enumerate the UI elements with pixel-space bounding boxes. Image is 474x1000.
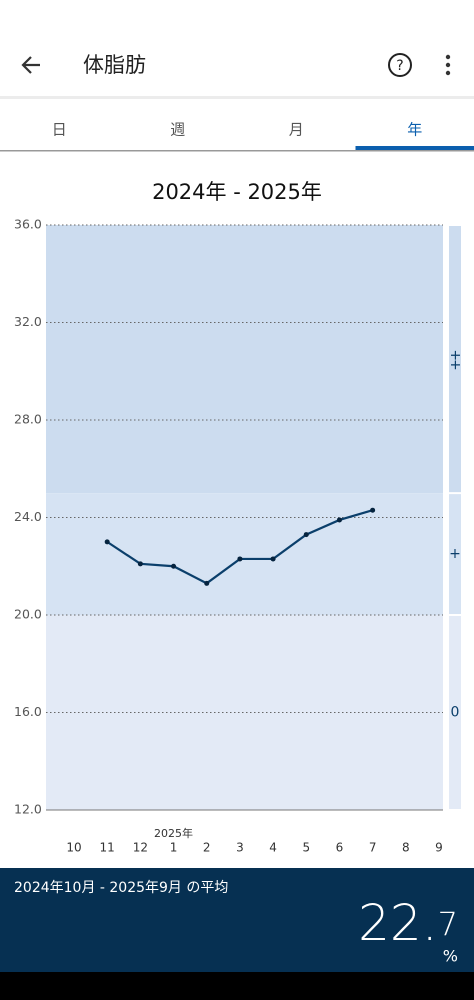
data-point: [336, 517, 342, 523]
range-band: [46, 493, 443, 615]
year-annotation: 2025年: [154, 826, 193, 840]
range-band: [46, 225, 443, 494]
x-tick-label: 1: [170, 841, 178, 855]
tab[interactable]: 週: [170, 121, 185, 139]
more-button[interactable]: [445, 54, 451, 76]
app-bar-shadow: [0, 96, 474, 99]
x-tick-label: 4: [269, 841, 277, 855]
range-label: +: [449, 546, 461, 562]
page-title: 体脂肪: [83, 53, 146, 77]
x-tick-label: 2: [203, 841, 211, 855]
average-unit: %: [443, 947, 458, 966]
data-point: [270, 556, 276, 562]
range-label: 0: [451, 705, 460, 721]
data-point: [303, 532, 309, 538]
y-tick-label: 20.0: [14, 607, 42, 622]
range-band: [46, 615, 443, 810]
x-tick-label: 3: [236, 841, 244, 855]
x-tick-label: 8: [402, 841, 410, 855]
average-value: 22.7: [358, 894, 458, 952]
range-strip: [449, 494, 461, 614]
data-point: [104, 539, 110, 545]
tab-divider: [0, 150, 474, 152]
tab[interactable]: 年: [407, 121, 422, 139]
x-tick-label: 6: [336, 841, 344, 855]
tab-bar: 日週月年: [52, 121, 474, 150]
y-tick-label: 36.0: [14, 217, 42, 232]
range-strip: [449, 616, 461, 809]
y-tick-label: 12.0: [14, 802, 42, 817]
y-tick-label: 32.0: [14, 314, 42, 329]
tab[interactable]: 日: [52, 121, 67, 139]
svg-text:?: ?: [396, 58, 403, 74]
data-point: [137, 561, 143, 567]
x-tick-label: 10: [66, 841, 81, 855]
app-bar: [0, 0, 474, 97]
x-tick-label: 5: [302, 841, 310, 855]
x-tick-label: 7: [369, 841, 377, 855]
x-tick-label: 11: [100, 841, 115, 855]
data-point: [237, 556, 243, 562]
tab[interactable]: 月: [289, 121, 304, 139]
range-strip: [449, 226, 461, 493]
y-tick-label: 16.0: [14, 704, 42, 719]
x-tick-label: 12: [133, 841, 148, 855]
average-period: 2024年10月 - 2025年9月 の平均: [14, 880, 228, 896]
data-point: [370, 507, 376, 513]
data-point: [171, 563, 177, 569]
chart: +++012.016.020.024.028.032.036.010 11 12 1 2…: [14, 217, 463, 855]
chart-title: 2024年 - 2025年: [152, 180, 322, 204]
y-tick-label: 24.0: [14, 509, 42, 524]
nav-bar: [0, 972, 474, 1000]
x-tick-label: 9: [435, 841, 443, 855]
back-button[interactable]: [21, 56, 40, 74]
range-label: ++: [447, 349, 463, 370]
tab-indicator: [355, 146, 474, 150]
help-button[interactable]: ?: [388, 53, 412, 77]
y-tick-label: 28.0: [14, 412, 42, 427]
data-point: [204, 580, 210, 586]
footer: [0, 868, 474, 972]
